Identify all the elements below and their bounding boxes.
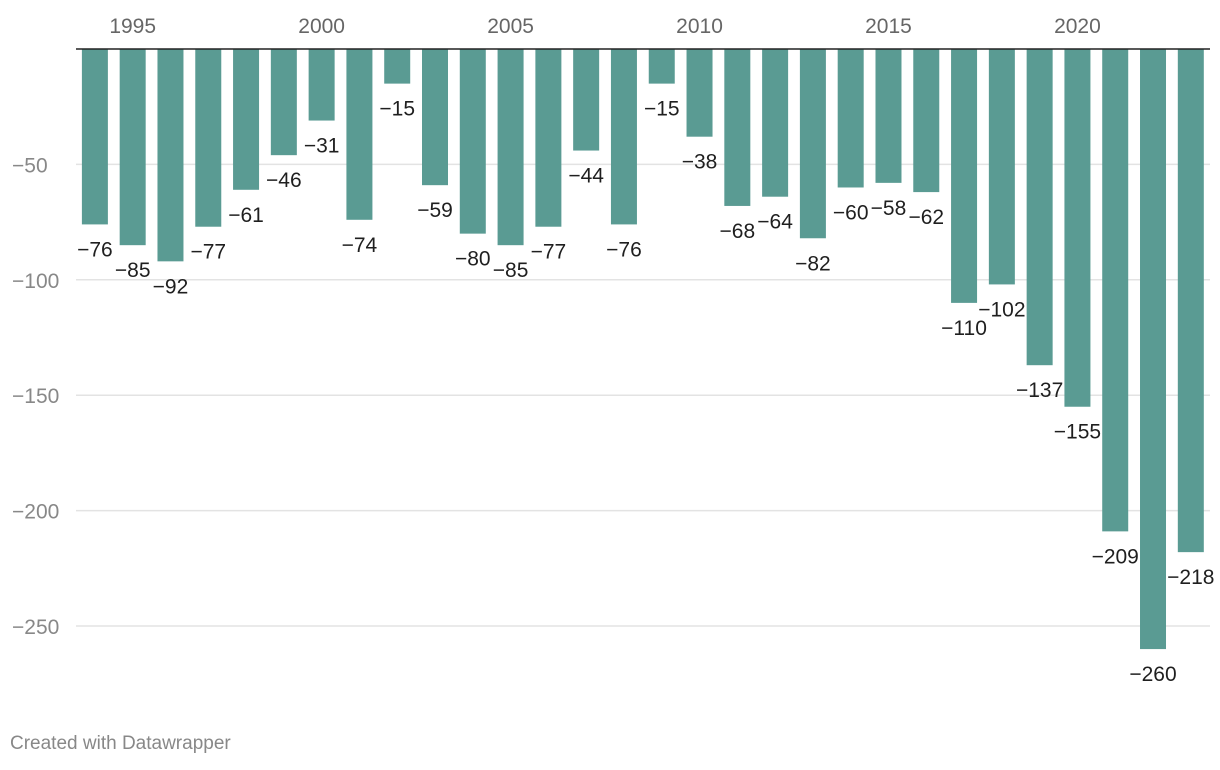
data-label: −77 xyxy=(190,241,226,264)
data-label: −80 xyxy=(455,248,491,271)
bar xyxy=(648,49,675,84)
data-label: −46 xyxy=(266,169,302,192)
bar xyxy=(497,49,524,246)
data-label: −85 xyxy=(493,259,529,282)
data-label: −61 xyxy=(228,204,264,227)
data-label: −82 xyxy=(795,252,831,275)
bar xyxy=(837,49,864,188)
x-tick-label: 2010 xyxy=(676,15,723,38)
bar xyxy=(195,49,222,227)
data-label: −60 xyxy=(833,201,869,224)
data-label: −68 xyxy=(720,220,756,243)
data-label: −92 xyxy=(153,275,189,298)
bar xyxy=(233,49,260,190)
data-label: −155 xyxy=(1054,421,1101,444)
data-label: −110 xyxy=(941,317,987,340)
data-label: −59 xyxy=(417,199,453,222)
bar xyxy=(799,49,826,239)
data-label: −218 xyxy=(1167,566,1214,589)
bar xyxy=(384,49,411,84)
data-label: −76 xyxy=(77,238,113,261)
bar xyxy=(81,49,108,225)
data-label: −85 xyxy=(115,259,151,282)
bar xyxy=(724,49,751,206)
data-label: −15 xyxy=(644,98,680,121)
data-label: −102 xyxy=(978,298,1025,321)
data-label: −64 xyxy=(757,211,793,234)
bar xyxy=(762,49,789,197)
x-tick-label: 2020 xyxy=(1054,15,1101,38)
data-label: −137 xyxy=(1016,379,1063,402)
bar xyxy=(686,49,713,137)
bar xyxy=(535,49,562,227)
bar xyxy=(119,49,146,246)
bar xyxy=(913,49,940,193)
bar xyxy=(875,49,902,183)
bar xyxy=(1064,49,1091,407)
bar xyxy=(422,49,448,186)
bar xyxy=(1026,49,1053,366)
x-tick-label: 2005 xyxy=(487,15,534,38)
bar xyxy=(1177,49,1204,553)
bar xyxy=(157,49,184,262)
bar xyxy=(573,49,600,151)
data-label: −62 xyxy=(908,206,944,229)
bar xyxy=(308,49,335,121)
x-tick-label: 2015 xyxy=(865,15,912,38)
data-label: −44 xyxy=(568,165,604,188)
data-label: −58 xyxy=(871,197,907,220)
data-label: −77 xyxy=(531,241,567,264)
y-tick-label: −100 xyxy=(12,270,59,293)
data-label: −209 xyxy=(1092,545,1139,568)
bar xyxy=(459,49,486,234)
bar xyxy=(346,49,373,220)
x-tick-label: 2000 xyxy=(298,15,345,38)
x-tick-label: 1995 xyxy=(109,15,156,38)
bar xyxy=(988,49,1015,285)
bar xyxy=(610,49,637,225)
data-label: −74 xyxy=(342,234,378,257)
datawrapper-credit: Created with Datawrapper xyxy=(10,733,231,754)
y-tick-label: −50 xyxy=(12,154,48,177)
data-label: −260 xyxy=(1129,663,1176,686)
bar xyxy=(270,49,297,156)
data-label: −38 xyxy=(682,151,718,174)
y-tick-label: −150 xyxy=(12,385,59,408)
data-label: −31 xyxy=(304,135,340,158)
data-label: −76 xyxy=(606,238,642,261)
data-label: −15 xyxy=(379,98,415,121)
bar xyxy=(951,49,978,303)
bar xyxy=(1102,49,1129,532)
y-tick-label: −250 xyxy=(12,616,59,639)
y-tick-label: −200 xyxy=(12,501,59,524)
bar xyxy=(1140,49,1167,650)
